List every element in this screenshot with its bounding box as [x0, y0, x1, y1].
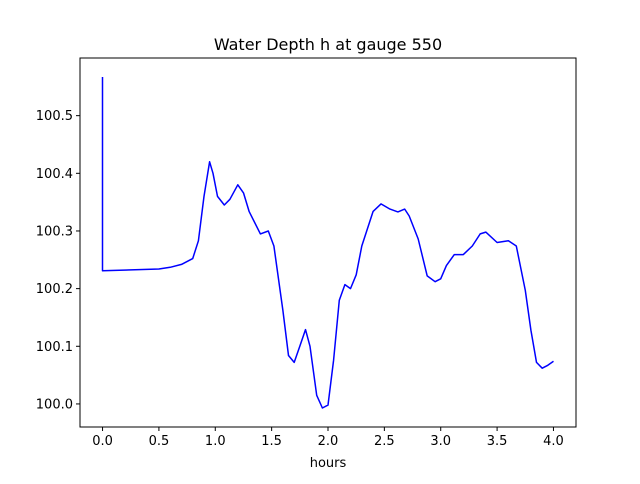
y-tick-label: 100.0: [36, 397, 73, 412]
x-tick-label: 2.5: [374, 434, 395, 449]
x-tick-label: 3.5: [487, 434, 508, 449]
x-tick-label: 0.0: [92, 434, 113, 449]
x-axis-ticks: 0.0 0.5 1.0 1.5 2.0 2.5 3.0 3.5 4.0: [92, 427, 564, 449]
y-tick-label: 100.1: [36, 340, 73, 355]
y-tick-label: 100.2: [36, 282, 73, 297]
x-tick-label: 1.0: [205, 434, 226, 449]
x-tick-label: 2.0: [318, 434, 339, 449]
x-tick-label: 3.0: [430, 434, 451, 449]
x-tick-label: 0.5: [149, 434, 170, 449]
y-axis-ticks: 100.0 100.1 100.2 100.3 100.4 100.5: [36, 109, 80, 412]
y-tick-label: 100.5: [36, 109, 73, 124]
y-tick-label: 100.3: [36, 224, 73, 239]
y-tick-label: 100.4: [36, 167, 73, 182]
x-tick-label: 4.0: [543, 434, 564, 449]
x-axis-label: hours: [310, 456, 347, 471]
chart-title: Water Depth h at gauge 550: [214, 35, 442, 54]
x-tick-label: 1.5: [261, 434, 282, 449]
plot-frame: [79, 57, 577, 428]
series-line-h: [101, 77, 554, 409]
